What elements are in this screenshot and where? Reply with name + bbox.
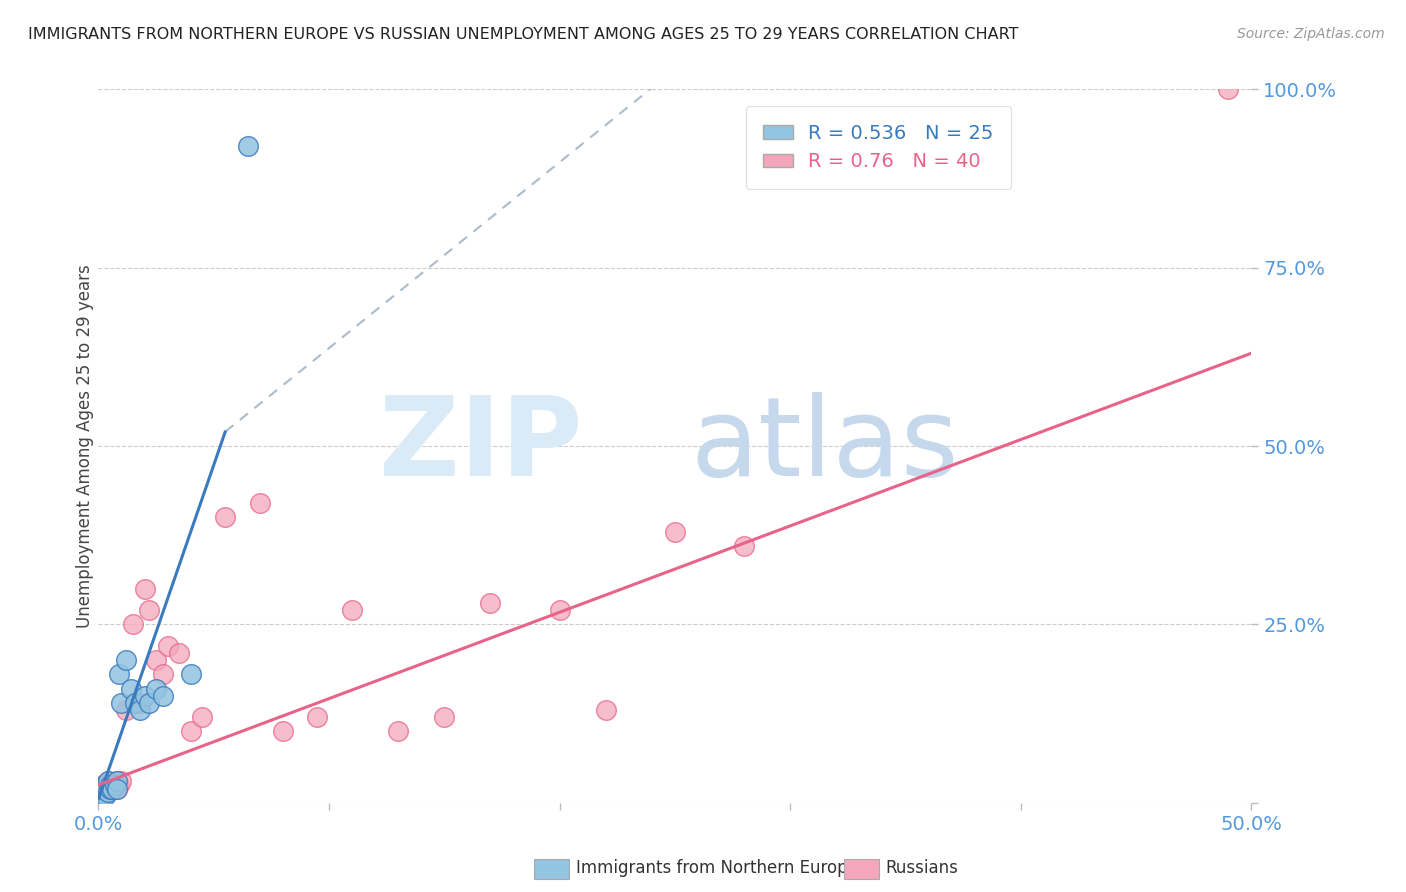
- Point: [105, 774, 128, 789]
- Point: [129, 703, 152, 717]
- Point: [433, 710, 456, 724]
- Point: [108, 778, 131, 792]
- Point: [91, 785, 114, 799]
- Point: [94, 789, 117, 803]
- Point: [97, 785, 120, 799]
- Point: [98, 778, 121, 792]
- Point: [108, 667, 131, 681]
- Point: [167, 646, 190, 660]
- Point: [180, 667, 202, 681]
- Point: [307, 710, 329, 724]
- Point: [101, 781, 124, 796]
- Point: [595, 703, 617, 717]
- Point: [129, 696, 152, 710]
- Text: ZIP: ZIP: [380, 392, 582, 500]
- Text: atlas: atlas: [690, 392, 959, 500]
- Point: [145, 681, 167, 696]
- Point: [479, 596, 502, 610]
- Point: [122, 617, 145, 632]
- Point: [90, 789, 112, 803]
- Point: [101, 781, 124, 796]
- Point: [103, 778, 125, 792]
- Point: [91, 781, 114, 796]
- Legend: R = 0.536   N = 25, R = 0.76   N = 40: R = 0.536 N = 25, R = 0.76 N = 40: [747, 106, 1011, 189]
- Point: [97, 774, 120, 789]
- Point: [98, 781, 121, 796]
- Point: [110, 696, 132, 710]
- Point: [110, 774, 132, 789]
- Point: [214, 510, 236, 524]
- Point: [94, 781, 117, 796]
- Point: [97, 785, 120, 799]
- Point: [733, 539, 755, 553]
- Point: [115, 703, 138, 717]
- Text: Immigrants from Northern Europe: Immigrants from Northern Europe: [576, 859, 858, 877]
- Point: [138, 603, 160, 617]
- Point: [191, 710, 214, 724]
- Point: [105, 774, 128, 789]
- Point: [145, 653, 167, 667]
- Point: [91, 778, 114, 792]
- Point: [152, 667, 174, 681]
- Point: [105, 781, 128, 796]
- Text: Russians: Russians: [886, 859, 959, 877]
- Point: [97, 774, 120, 789]
- Point: [340, 603, 363, 617]
- Point: [105, 781, 128, 796]
- Text: Source: ZipAtlas.com: Source: ZipAtlas.com: [1237, 27, 1385, 41]
- Point: [1218, 82, 1240, 96]
- Text: IMMIGRANTS FROM NORTHERN EUROPE VS RUSSIAN UNEMPLOYMENT AMONG AGES 25 TO 29 YEAR: IMMIGRANTS FROM NORTHERN EUROPE VS RUSSI…: [28, 27, 1018, 42]
- Point: [156, 639, 179, 653]
- Point: [98, 781, 121, 796]
- Point: [134, 582, 156, 596]
- Point: [271, 724, 294, 739]
- Point: [664, 524, 686, 539]
- Y-axis label: Unemployment Among Ages 25 to 29 years: Unemployment Among Ages 25 to 29 years: [76, 264, 94, 628]
- Point: [134, 689, 156, 703]
- Point: [98, 778, 121, 792]
- Point: [180, 724, 202, 739]
- Point: [249, 496, 271, 510]
- Point: [548, 603, 571, 617]
- Point: [115, 653, 138, 667]
- Point: [94, 778, 117, 792]
- Point: [120, 681, 142, 696]
- Point: [238, 139, 260, 153]
- Point: [103, 778, 125, 792]
- Point: [138, 696, 160, 710]
- Point: [91, 789, 114, 803]
- Point: [124, 696, 146, 710]
- Point: [94, 785, 117, 799]
- Point: [152, 689, 174, 703]
- Point: [90, 781, 112, 796]
- Point: [90, 789, 112, 803]
- Point: [387, 724, 409, 739]
